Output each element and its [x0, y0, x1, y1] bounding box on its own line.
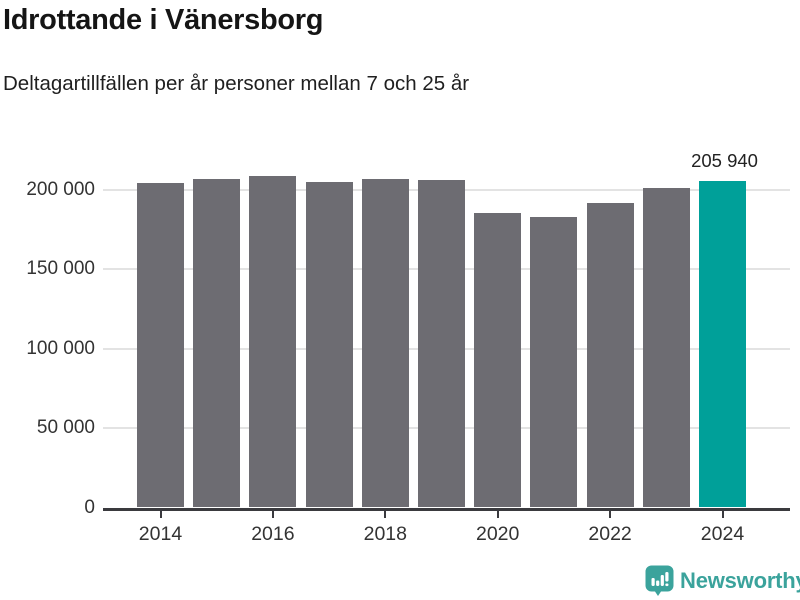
x-tick-label-2014: 2014 — [138, 522, 183, 545]
bar-2023 — [642, 187, 690, 508]
y-tick-label-150000: 150 000 — [26, 258, 95, 280]
x-tick-label-2018: 2018 — [363, 522, 407, 545]
y-tick-label-200000: 200 000 — [26, 179, 95, 200]
bar-2022 — [586, 203, 634, 508]
newsworthy-speech-bubble-chart-icon — [645, 565, 674, 596]
x-tick-label-2020: 2020 — [475, 522, 520, 545]
bar-2020 — [474, 212, 522, 508]
x-tick-2014 — [159, 510, 162, 518]
bar-2015 — [193, 178, 241, 508]
y-tick-label-100000: 100 000 — [26, 337, 95, 359]
x-tick-label-2024: 2024 — [700, 522, 745, 545]
x-tick-2020 — [496, 510, 499, 518]
highlight-value-label: 205 940 — [691, 149, 758, 171]
newsworthy-wordmark: Newsworthy — [680, 567, 800, 593]
chart-subtitle: Deltagartillfällen per år personer mella… — [3, 72, 470, 95]
bar-2018 — [361, 178, 409, 508]
y-tick-label-50000: 50 000 — [36, 417, 95, 439]
bar-2024 — [699, 180, 746, 508]
x-tick-2018 — [384, 510, 387, 518]
x-axis-line — [103, 507, 790, 511]
bar-2017 — [305, 181, 353, 508]
newsworthy-logo: Newsworthy — [645, 565, 800, 596]
bar-2016 — [249, 175, 297, 508]
x-tick-2016 — [271, 510, 274, 518]
x-tick-2022 — [609, 510, 612, 518]
bar-2014 — [137, 182, 184, 508]
x-tick-label-2016: 2016 — [251, 522, 295, 545]
bar-2019 — [418, 179, 465, 508]
x-tick-2024 — [721, 510, 724, 518]
x-tick-label-2022: 2022 — [588, 522, 632, 545]
page-title: Idrottande i Vänersborg — [3, 4, 324, 36]
bar-2021 — [530, 216, 578, 508]
y-tick-label-0: 0 — [84, 496, 95, 518]
